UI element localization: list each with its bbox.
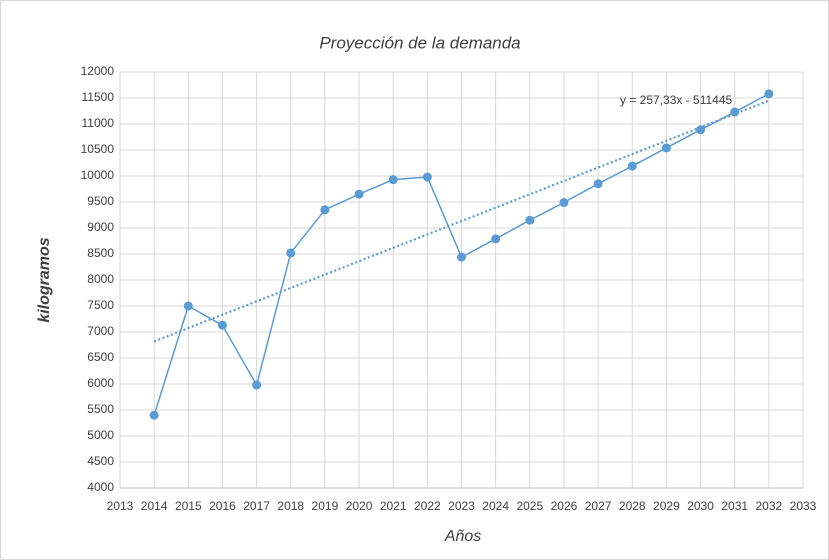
data-point [696, 125, 706, 135]
y-tick-label: 11500 [82, 90, 115, 104]
data-point [525, 215, 535, 225]
x-tick-label: 2026 [551, 499, 578, 513]
y-tick-label: 11000 [82, 116, 115, 130]
x-tick-label: 2015 [175, 499, 202, 513]
y-tick-label: 4500 [87, 454, 114, 468]
x-tick-label: 2029 [653, 499, 680, 513]
y-tick-label: 7500 [87, 298, 114, 312]
y-tick-label: 9000 [87, 220, 114, 234]
data-point [286, 248, 296, 258]
data-point [149, 410, 159, 420]
data-point [354, 189, 364, 199]
x-tick-label: 2018 [277, 499, 304, 513]
data-point [320, 205, 330, 215]
data-point [491, 234, 501, 244]
data-point [730, 107, 740, 117]
y-axis-label: kilogramos [36, 237, 53, 322]
y-tick-label: 9500 [87, 194, 114, 208]
data-point [183, 301, 193, 311]
x-tick-label: 2014 [141, 499, 168, 513]
y-tick-label: 5500 [87, 402, 114, 416]
x-tick-label: 2023 [448, 499, 475, 513]
y-tick-label: 5000 [87, 428, 114, 442]
y-tick-label: 10000 [81, 168, 115, 182]
data-point [764, 89, 774, 99]
y-tick-label: 8000 [87, 272, 114, 286]
x-tick-label: 2031 [721, 499, 748, 513]
x-tick-label: 2025 [516, 499, 543, 513]
x-tick-label: 2016 [209, 499, 236, 513]
x-tick-label: 2028 [619, 499, 646, 513]
y-tick-label: 4000 [87, 480, 114, 494]
data-point [457, 252, 466, 262]
y-tick-label: 6000 [87, 376, 114, 390]
data-point [252, 380, 262, 390]
x-tick-label: 2020 [346, 499, 373, 513]
x-tick-label: 2032 [755, 499, 782, 513]
data-point [422, 172, 432, 182]
data-point [388, 175, 398, 185]
y-tick-label: 12000 [81, 64, 115, 78]
data-point [593, 179, 603, 189]
trendline [153, 99, 770, 343]
x-tick-label: 2021 [380, 499, 407, 513]
x-tick-label: 2017 [243, 499, 270, 513]
data-point [559, 198, 569, 208]
x-tick-label: 2027 [585, 499, 612, 513]
x-tick-label: 2022 [414, 499, 441, 513]
x-tick-label: 2013 [107, 499, 134, 513]
trendline-label: y = 257,33x - 511445 [620, 93, 733, 107]
y-tick-label: 6500 [87, 350, 114, 364]
x-tick-label: 2019 [312, 499, 339, 513]
data-point [661, 143, 671, 153]
data-point [627, 161, 637, 171]
x-tick-label: 2030 [687, 499, 714, 513]
x-tick-label: 2033 [790, 499, 817, 513]
y-tick-label: 8500 [87, 246, 114, 260]
y-tick-label: 10500 [81, 142, 115, 156]
x-axis-label: Años [444, 528, 481, 545]
chart-title: Proyección de la demanda [319, 33, 520, 52]
x-tick-label: 2024 [482, 499, 509, 513]
data-point [217, 320, 227, 330]
y-tick-label: 7000 [87, 324, 114, 338]
